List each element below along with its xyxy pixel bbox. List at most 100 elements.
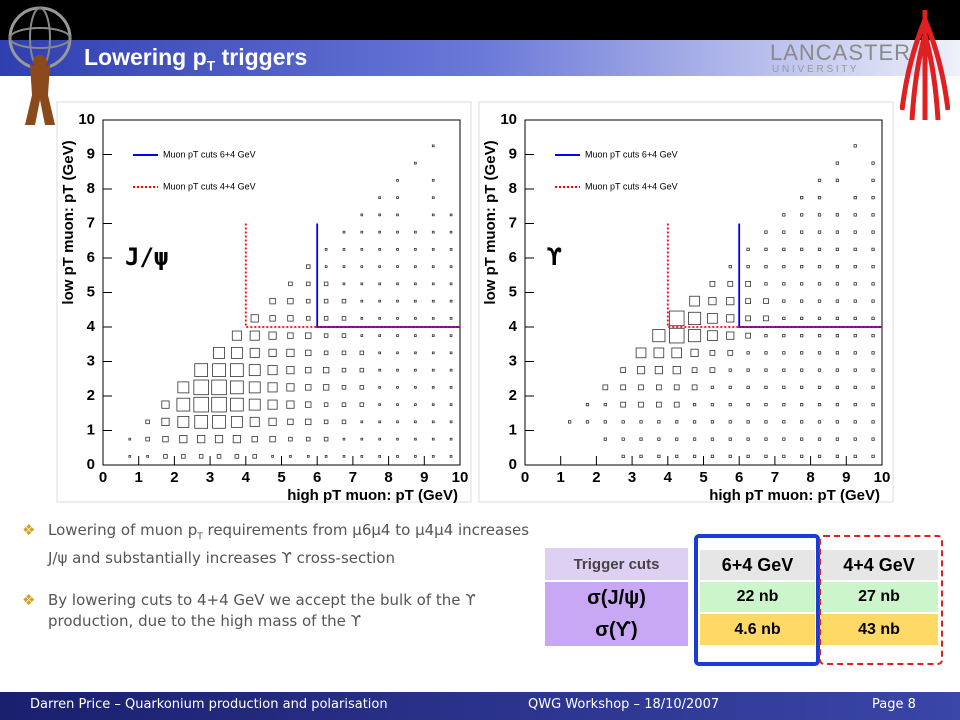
histogram-box (853, 403, 857, 407)
histogram-box (871, 403, 875, 407)
histogram-box (305, 332, 312, 339)
histogram-box (728, 437, 732, 441)
histogram-box (252, 454, 257, 459)
histogram-box (853, 299, 857, 303)
histogram-box (639, 437, 643, 441)
histogram-box (306, 281, 311, 287)
histogram-box (691, 367, 698, 373)
histogram-box (692, 420, 697, 424)
histogram-box (800, 454, 804, 458)
histogram-box (323, 333, 329, 338)
histogram-box (853, 247, 857, 251)
x-tick-label: 1 (557, 469, 565, 486)
histogram-box (431, 144, 435, 148)
histogram-box (323, 281, 329, 287)
histogram-box (746, 351, 750, 355)
histogram-box (853, 454, 857, 458)
histogram-box (657, 420, 661, 424)
histogram-box (835, 334, 839, 338)
plot-label: ϒ (547, 243, 563, 271)
x-tick-label: 2 (170, 469, 178, 486)
histogram-box (431, 213, 435, 217)
y-tick-label: 10 (78, 111, 95, 128)
x-tick-label: 2 (592, 469, 600, 486)
highlight-box (694, 534, 820, 666)
histogram-box (621, 437, 625, 441)
logo-name: LANCASTER (770, 40, 912, 65)
y-axis-label: low pT muon: pT (GeV) (482, 140, 499, 304)
histogram-box (689, 295, 700, 307)
x-tick-label: 8 (384, 469, 392, 486)
y-tick-label: 9 (87, 145, 95, 162)
histogram-box (360, 299, 364, 303)
histogram-box (871, 368, 875, 372)
bullet-text: By lowering cuts to 4+4 GeV we accept th… (48, 591, 476, 630)
histogram-box (835, 265, 839, 269)
histogram-box (764, 351, 768, 355)
histogram-box (764, 454, 768, 458)
histogram-box (323, 436, 329, 442)
histogram-box (360, 248, 364, 251)
histogram-box (414, 403, 417, 406)
histogram-box (176, 397, 191, 412)
histogram-box (800, 351, 804, 355)
x-tick-label: 7 (349, 469, 357, 486)
bullet-sub: T (197, 532, 203, 542)
histogram-box (668, 327, 685, 344)
histogram-box (396, 179, 399, 182)
histogram-box (671, 347, 683, 359)
histogram-box (249, 347, 260, 358)
histogram-box (163, 454, 168, 459)
histogram-box (871, 437, 875, 441)
histogram-box (378, 299, 381, 303)
x-tick-label: 3 (206, 469, 214, 486)
histogram-box (585, 403, 590, 407)
histogram-box (414, 437, 417, 441)
histogram-box (286, 366, 295, 375)
histogram-box (853, 334, 857, 338)
histogram-box (835, 454, 839, 458)
histogram-box (396, 455, 399, 458)
histogram-box (378, 386, 381, 389)
histogram-box (853, 420, 857, 424)
histogram-box (871, 385, 875, 389)
histogram-box (449, 368, 453, 372)
bullets: ❖ Lowering of muon pT requirements from μ… (22, 520, 542, 632)
histogram-box (449, 437, 453, 441)
y-tick-label: 2 (87, 387, 95, 404)
histogram-box (359, 402, 365, 407)
histogram-box (322, 366, 330, 374)
histogram-box (341, 316, 347, 321)
histogram-box (449, 317, 453, 320)
histogram-box (396, 230, 399, 234)
histogram-box (306, 264, 311, 269)
histogram-box (657, 454, 661, 458)
histogram-box (782, 316, 786, 320)
histogram-box (248, 398, 261, 411)
histogram-box (817, 196, 822, 200)
histogram-box (800, 196, 804, 200)
histogram-box (194, 363, 208, 377)
histogram-box (688, 311, 702, 325)
y-tick-label: 4 (509, 318, 518, 335)
histogram-box (782, 351, 786, 355)
histogram-box (853, 282, 857, 286)
histogram-box (287, 418, 294, 426)
histogram-box (690, 348, 699, 357)
y-tick-label: 6 (87, 249, 95, 266)
histogram-box (449, 334, 453, 337)
histogram-box (853, 351, 857, 355)
bullet-text: requirements from μ6μ4 to μ4μ4 increases… (48, 521, 530, 567)
histogram-box (764, 385, 768, 389)
y-tick-label: 6 (509, 249, 517, 266)
histogram-box (324, 455, 328, 458)
histogram-box (378, 213, 381, 217)
histogram-box (269, 315, 276, 322)
histogram-box (378, 317, 381, 320)
histogram-box (653, 347, 665, 359)
histogram-box (745, 298, 751, 304)
histogram-box (267, 382, 278, 393)
histogram-box (707, 313, 718, 324)
histogram-box (324, 248, 328, 251)
histogram-box (431, 230, 435, 234)
